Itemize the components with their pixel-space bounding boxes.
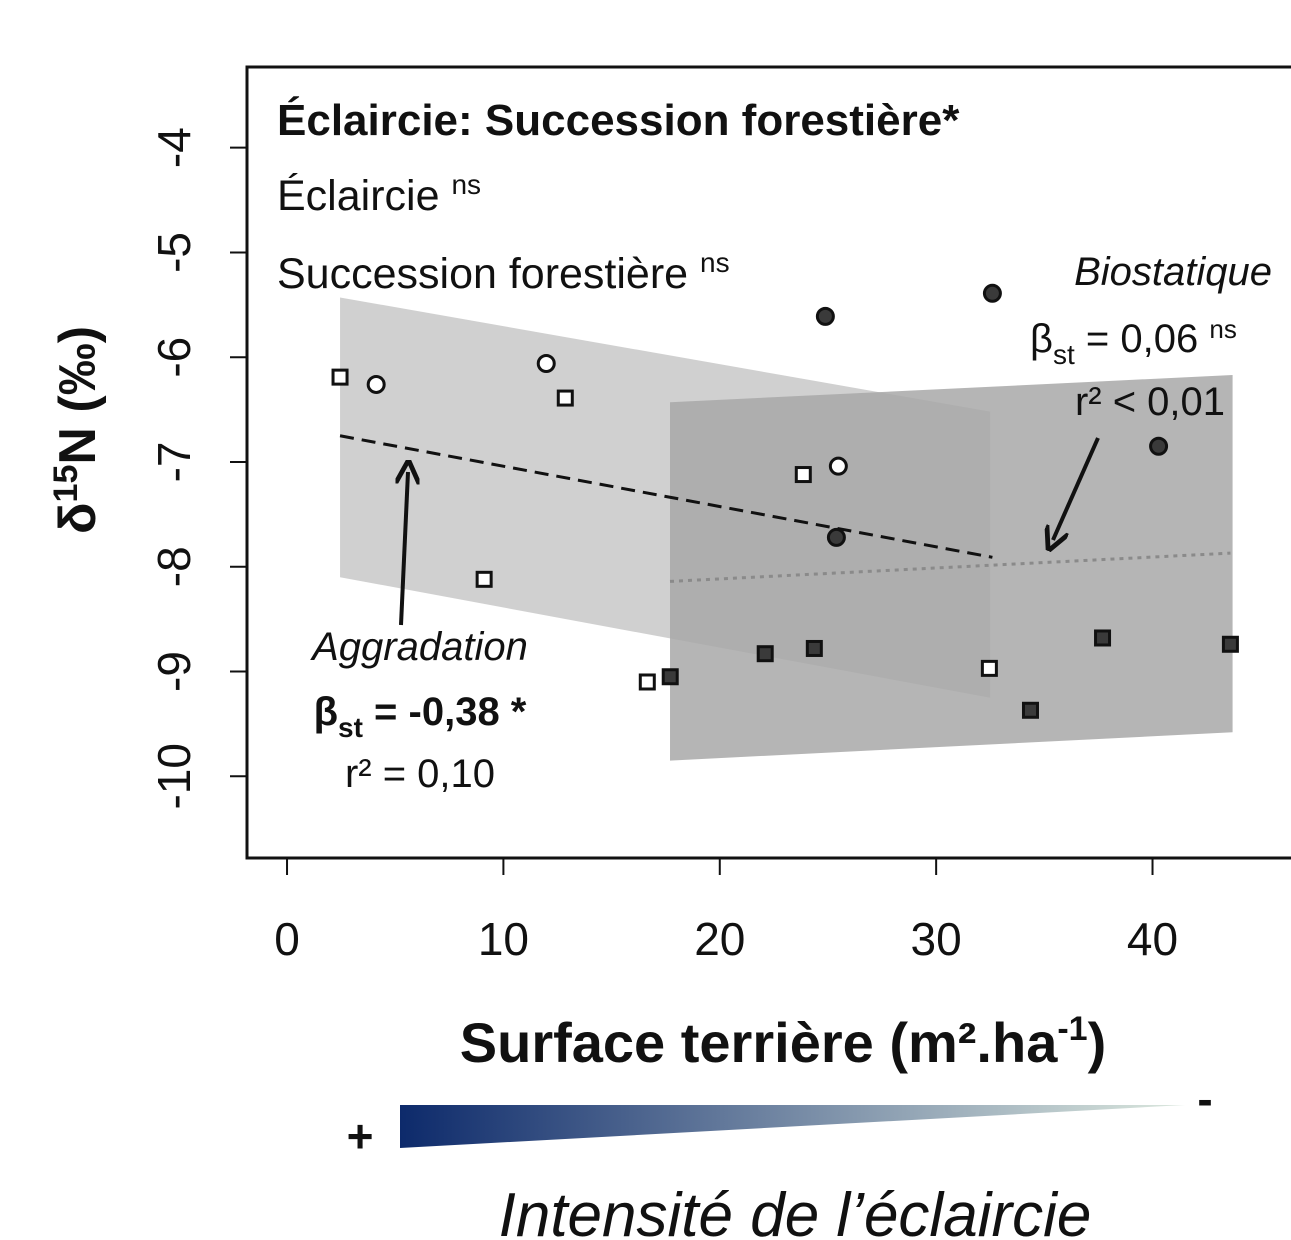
gradient-plus: + <box>347 1110 374 1162</box>
point <box>805 639 823 657</box>
annotation: βst = -0,38 * <box>314 690 527 743</box>
point <box>661 668 679 686</box>
point <box>1221 635 1239 653</box>
point <box>1094 629 1112 647</box>
point <box>826 527 846 547</box>
gradient-bar <box>400 1105 1185 1148</box>
point <box>1021 701 1039 719</box>
gradient-minus: - <box>1197 1073 1212 1125</box>
annotation: r² = 0,10 <box>345 752 495 796</box>
point <box>475 570 493 588</box>
point <box>536 353 556 373</box>
x-tick-label: 0 <box>274 913 300 965</box>
point <box>1149 436 1169 456</box>
y-axis-label: δ15N (‰) <box>47 326 107 534</box>
annotation: Aggradation <box>310 625 528 669</box>
y-tick-label: -4 <box>148 127 200 168</box>
y-tick-label: -6 <box>148 337 200 378</box>
point <box>794 466 812 484</box>
annotation: βst = 0,06 ns <box>1030 314 1237 370</box>
point <box>828 456 848 476</box>
point <box>980 659 998 677</box>
point <box>815 306 835 326</box>
fit-line <box>339 434 993 559</box>
annotation: r² < 0,01 <box>1075 380 1225 424</box>
point <box>366 374 386 394</box>
x-tick-label: 30 <box>911 913 962 965</box>
title: Éclaircie: Succession forestière* <box>277 95 960 145</box>
y-tick-label: -9 <box>148 651 200 692</box>
point <box>556 389 574 407</box>
annotation: Succession forestière ns <box>277 247 730 298</box>
gradient-caption: Intensité de l’éclaircie <box>499 1181 1092 1240</box>
point <box>638 673 656 691</box>
point <box>331 368 349 386</box>
point <box>756 645 774 663</box>
y-tick-label: -10 <box>148 743 200 809</box>
annotation: Éclaircie ns <box>277 169 481 220</box>
y-tick-label: -8 <box>148 546 200 587</box>
x-tick-label: 10 <box>478 913 529 965</box>
point <box>982 283 1002 303</box>
x-axis-label: Surface terrière (m².ha-1) <box>460 1010 1106 1074</box>
fit-line <box>669 551 1231 583</box>
y-tick-label: -5 <box>148 232 200 273</box>
annotation: Biostatique <box>1074 250 1272 294</box>
x-tick-label: 20 <box>694 913 745 965</box>
arrow <box>401 472 408 626</box>
arrow <box>1053 437 1100 540</box>
x-tick-label: 40 <box>1127 913 1178 965</box>
y-tick-label: -7 <box>148 442 200 483</box>
